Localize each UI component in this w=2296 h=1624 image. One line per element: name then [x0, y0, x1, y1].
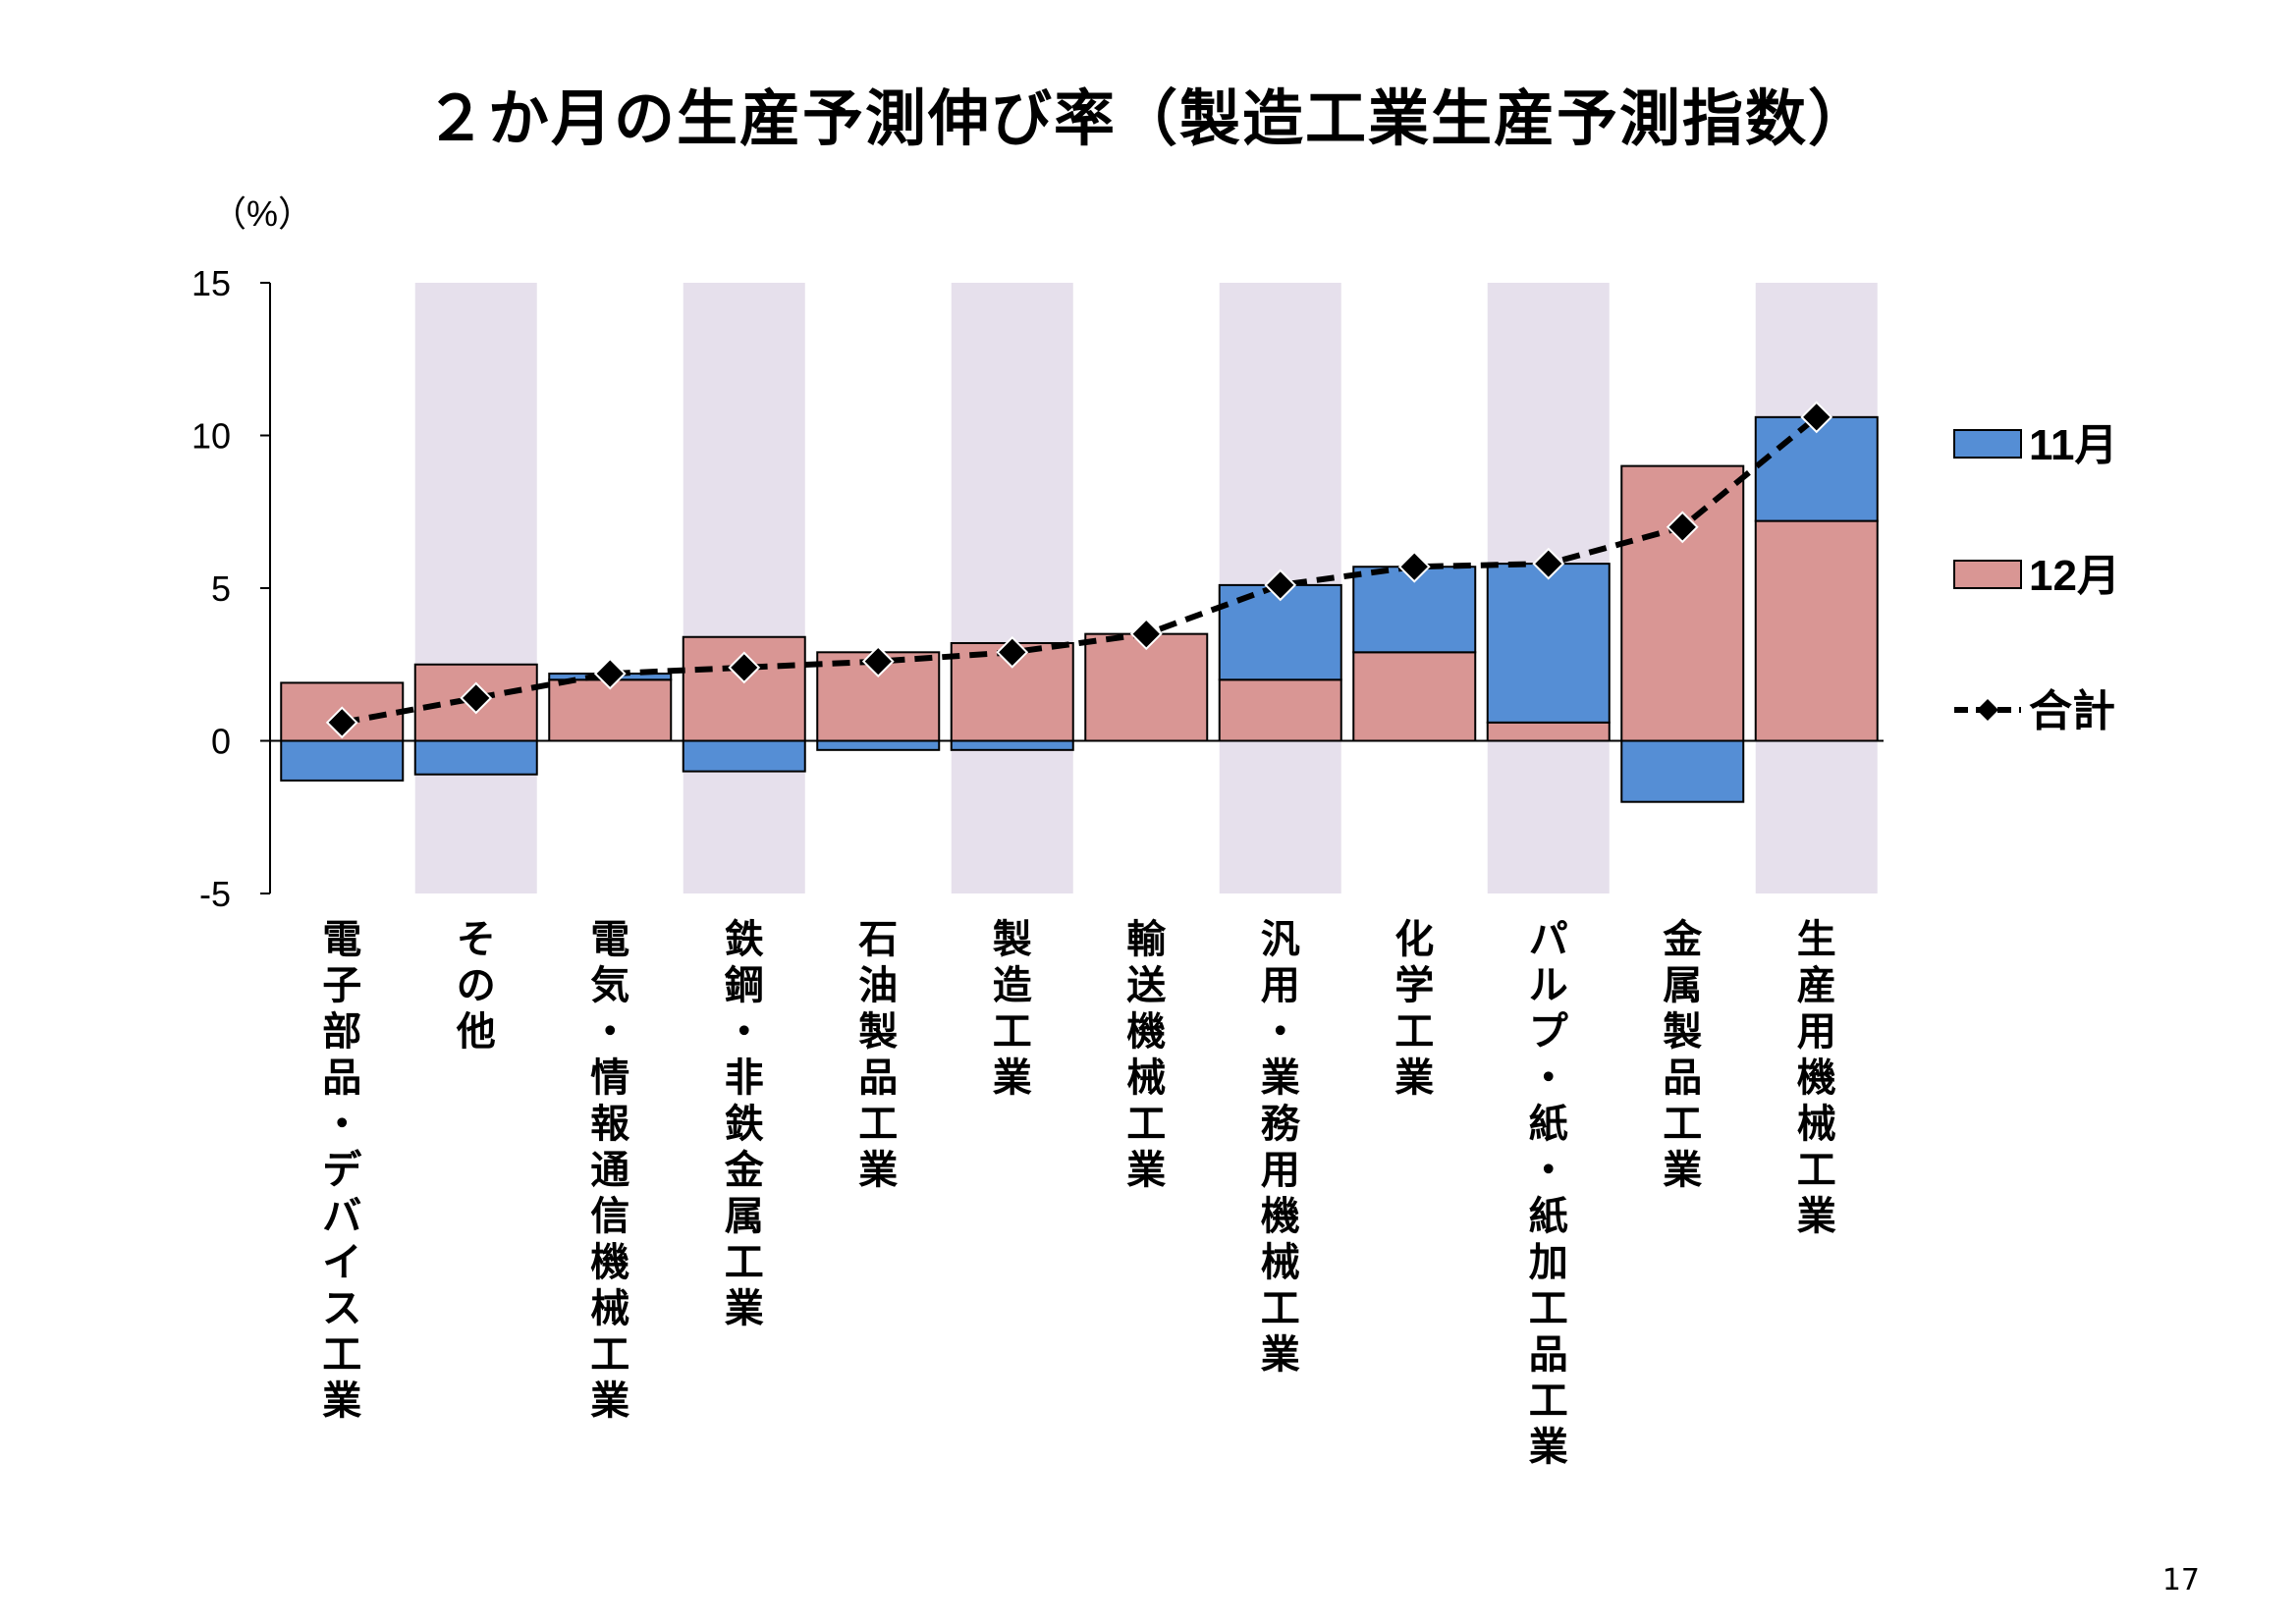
legend-marker-total — [1977, 699, 1998, 721]
category-label: パルプ・紙・紙加工品工業 — [1529, 918, 1568, 1469]
background-band — [414, 283, 537, 893]
category-labels-group: 電子部品・デバイス工業 その他 電気・情報通信機械工業 鉄鋼・非鉄金属工業 石油製品工業… — [322, 917, 1836, 1469]
background-band — [683, 283, 805, 893]
category-label: 輸送機械工業 — [1126, 918, 1167, 1192]
total-marker — [460, 681, 493, 715]
bar-11-month — [280, 739, 405, 782]
total-marker — [996, 635, 1029, 669]
bar-11-month — [1620, 739, 1745, 803]
bar-11-month — [816, 739, 941, 751]
total-marker — [1666, 511, 1699, 544]
category-label: 生産用機械工業 — [1797, 918, 1836, 1238]
background-band — [951, 283, 1073, 893]
bar-11-month — [413, 739, 538, 776]
category-label: 金属製品工業 — [1662, 917, 1703, 1192]
bar-12-month — [1352, 651, 1477, 742]
y-tick-label: -5 — [199, 874, 231, 914]
legend-swatch — [1953, 560, 2022, 589]
legend-label: 12月 — [2029, 552, 2120, 600]
category-label: 汎用・業務用機械工業 — [1261, 918, 1301, 1377]
total-line — [341, 414, 1819, 726]
category-label: 製造工業 — [993, 918, 1032, 1100]
total-marker — [1532, 547, 1565, 580]
category-label: 鉄鋼・非鉄金属工業 — [724, 918, 765, 1330]
bar-11-month — [1486, 563, 1611, 724]
category-label: 電気・情報通信機械工業 — [590, 918, 629, 1423]
y-tick-label: 5 — [211, 568, 231, 609]
bar-12-month — [548, 678, 673, 742]
bar-11-month — [682, 739, 806, 773]
category-label: 石油製品工業 — [858, 918, 898, 1192]
category-label: 電子部品・デバイス工業 — [322, 918, 361, 1423]
category-label: 化学工業 — [1394, 918, 1434, 1100]
total-marker — [861, 645, 895, 678]
y-tick-label: 0 — [211, 722, 231, 762]
y-tick-label: 10 — [191, 416, 231, 457]
bar-12-month — [1754, 519, 1879, 742]
bar-12-month — [1486, 721, 1611, 742]
axes-group: -5 0 5 10 15 — [191, 263, 1884, 914]
legend-swatch — [1953, 429, 2022, 459]
total-marker — [1264, 568, 1297, 602]
legend-label: 合計 — [2029, 687, 2115, 735]
bar-12-month — [1084, 632, 1209, 742]
total-marker — [1397, 550, 1431, 583]
total-marker — [325, 706, 358, 739]
bar-11-month — [950, 739, 1074, 751]
chart-title: ２か月の生産予測伸び率（製造工業生産予測指数） — [424, 82, 1871, 154]
total-marker — [593, 657, 627, 690]
category-label: その他 — [456, 918, 496, 1054]
page-number: 17 — [2161, 1563, 2200, 1597]
total-marker — [1129, 618, 1163, 651]
y-tick-label: 15 — [191, 263, 231, 303]
total-line-group — [325, 401, 1833, 739]
y-axis-unit: （%） — [211, 193, 313, 234]
legend-label: 11月 — [2029, 421, 2118, 469]
total-marker — [728, 651, 761, 684]
bar-12-month — [1218, 678, 1342, 742]
bar-12-month — [1620, 464, 1745, 742]
total-marker — [1800, 401, 1833, 434]
